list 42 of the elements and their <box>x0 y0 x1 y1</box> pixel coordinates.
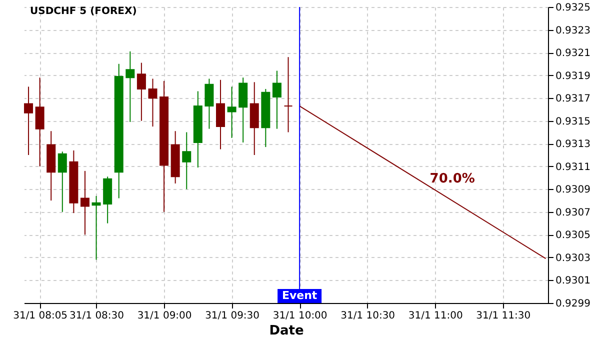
candlestick <box>148 78 158 128</box>
x-tick-label: 31/1 11:00 <box>408 310 463 322</box>
candlestick <box>58 151 67 212</box>
x-tick-label: 31/1 09:00 <box>137 310 192 322</box>
y-tick-label: 0.9317 <box>556 94 590 105</box>
x-tick-label: 31/1 10:30 <box>340 310 396 322</box>
y-tick-label: 0.9319 <box>556 70 590 82</box>
y-tick-label: 0.9301 <box>556 276 590 287</box>
y-tick-label: 0.9311 <box>556 162 590 173</box>
y-tick-label: 0.9299 <box>556 298 590 310</box>
candlestick <box>227 86 236 138</box>
candlestick <box>35 77 44 167</box>
candlestick <box>216 79 225 150</box>
candlestick <box>284 56 293 133</box>
annotation: 70.0% <box>430 172 475 187</box>
x-tick-label: 31/1 10:00 <box>272 310 328 322</box>
x-tick-label: 31/1 09:30 <box>205 310 260 322</box>
candlestick <box>126 50 135 122</box>
candlestick <box>136 62 146 122</box>
y-tick-label: 0.9307 <box>556 207 590 218</box>
y-tick-label: 0.9323 <box>556 25 590 36</box>
candlestick <box>182 132 192 190</box>
x-tick-label: 31/1 08:30 <box>70 310 124 322</box>
y-tick-label: 0.9315 <box>556 116 590 128</box>
x-tick-label: 31/1 08:05 <box>13 310 68 322</box>
candlestick <box>250 82 259 156</box>
y-tick-label: 0.9305 <box>556 230 590 242</box>
chart-title: USDCHF 5 (FOREX) <box>30 6 137 17</box>
y-tick-label: 0.9325 <box>556 2 590 14</box>
y-tick-label: 0.9309 <box>556 184 590 196</box>
y-tick-label: 0.9321 <box>556 48 590 60</box>
candlestick <box>238 77 248 143</box>
candlestick <box>80 170 90 236</box>
x-tick-label: 31/1 11:30 <box>476 310 531 322</box>
candlestick <box>204 78 214 130</box>
y-tick-label: 0.9313 <box>556 139 590 150</box>
ref-line-label: Event <box>282 289 318 302</box>
x-axis-title: Date <box>269 324 304 338</box>
candlestick <box>272 70 282 130</box>
y-tick-label: 0.9303 <box>556 252 590 264</box>
candlestick <box>92 195 101 260</box>
candlestick <box>24 86 34 156</box>
